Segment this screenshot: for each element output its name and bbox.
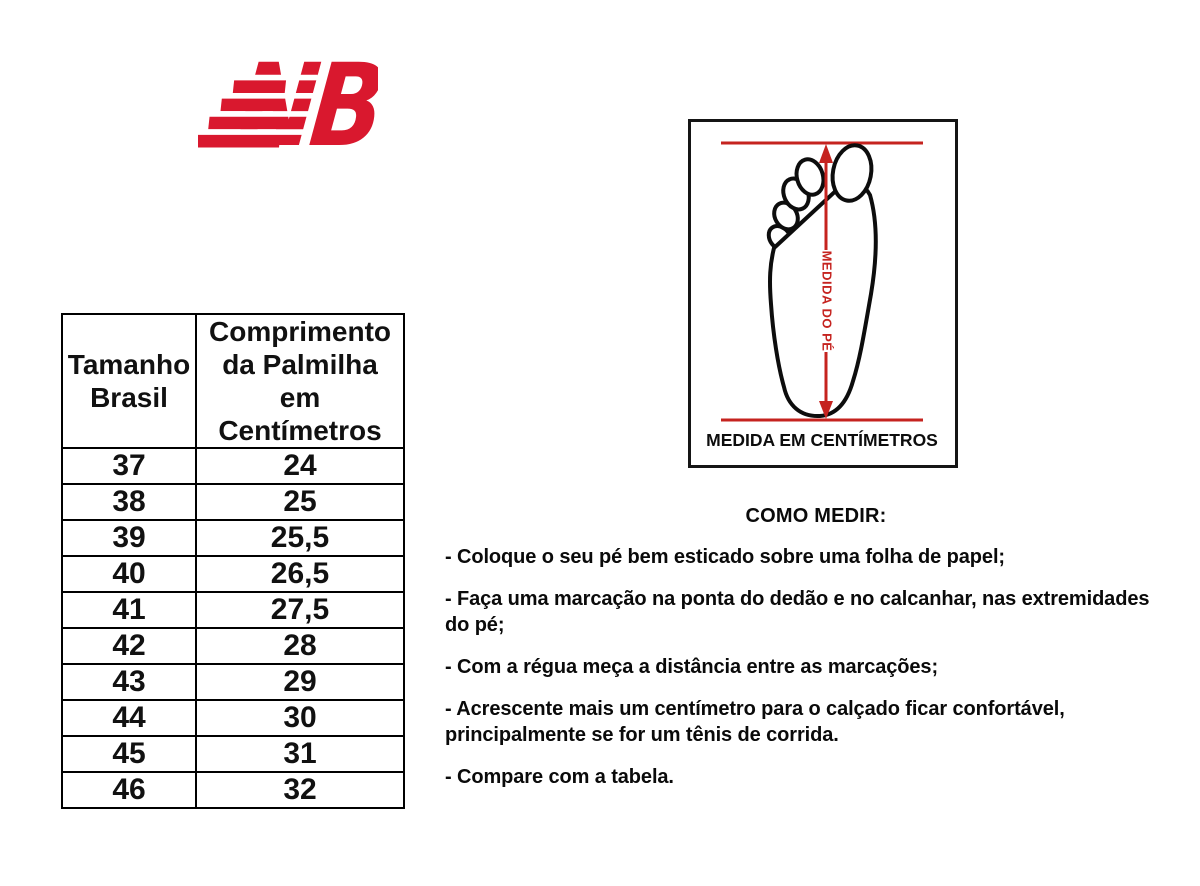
length-cell: 25 xyxy=(195,483,405,521)
length-cell: 30 xyxy=(195,699,405,737)
size-cell: 40 xyxy=(61,555,197,593)
size-cell: 42 xyxy=(61,627,197,665)
nb-slit xyxy=(195,92,316,99)
measure-arrow: MEDIDA DO PÉ xyxy=(819,144,835,419)
table-row: 37 24 xyxy=(61,447,405,485)
size-cell: 38 xyxy=(61,483,197,521)
size-cell: 46 xyxy=(61,771,197,809)
size-cell: 39 xyxy=(61,519,197,557)
instruction-item: - Compare com a tabela. xyxy=(445,766,674,788)
instruction-item: - Acrescente mais um centímetro para o c… xyxy=(445,698,1065,746)
table-row: 45 31 xyxy=(61,735,405,773)
table-row: 43 29 xyxy=(61,663,405,701)
size-cell: 44 xyxy=(61,699,197,737)
nb-slit xyxy=(197,74,318,81)
instructions-section: COMO MEDIR: - Coloque o seu pé bem estic… xyxy=(445,505,1187,790)
length-cell: 25,5 xyxy=(195,519,405,557)
table-row: 44 30 xyxy=(61,699,405,737)
measure-arrow-label: MEDIDA DO PÉ xyxy=(820,251,835,352)
nb-speed-stripe xyxy=(195,134,281,148)
foot-outline xyxy=(768,181,878,419)
arrow-head-down xyxy=(819,401,833,419)
table-row: 39 25,5 xyxy=(61,519,405,557)
length-cell: 29 xyxy=(195,663,405,701)
instruction-item: - Coloque o seu pé bem esticado sobre um… xyxy=(445,546,1005,568)
length-cell: 27,5 xyxy=(195,591,405,629)
length-cell: 32 xyxy=(195,771,405,809)
instruction-item: - Faça uma marcação na ponta do dedão e … xyxy=(445,588,1150,636)
instructions-heading: COMO MEDIR: xyxy=(745,505,887,527)
size-table-header-length: Comprimento da Palmilha em Centímetros xyxy=(195,313,405,449)
size-cell: 41 xyxy=(61,591,197,629)
size-table: Tamanho Brasil Comprimento da Palmilha e… xyxy=(61,313,405,809)
length-cell: 26,5 xyxy=(195,555,405,593)
size-table-header-row: Tamanho Brasil Comprimento da Palmilha e… xyxy=(61,313,405,449)
foot-diagram-icon: MEDIDA DO PÉ MEDIDA EM CENTÍMETROS xyxy=(706,141,938,450)
new-balance-logo: NB xyxy=(192,39,386,172)
length-cell: 28 xyxy=(195,627,405,665)
instruction-item: - Com a régua meça a distância entre as … xyxy=(445,656,939,678)
nb-speed-stripe xyxy=(208,116,283,130)
big-toe xyxy=(830,143,874,203)
table-row: 42 28 xyxy=(61,627,405,665)
size-cell: 43 xyxy=(61,663,197,701)
diagram-caption: MEDIDA EM CENTÍMETROS xyxy=(706,429,938,450)
table-row: 40 26,5 xyxy=(61,555,405,593)
size-table-header-size: Tamanho Brasil xyxy=(61,313,197,449)
size-cell: 37 xyxy=(61,447,197,485)
table-row: 46 32 xyxy=(61,771,405,809)
second-toe xyxy=(794,157,826,197)
nb-slit xyxy=(192,129,313,135)
nb-speed-stripe xyxy=(220,98,285,112)
table-row: 38 25 xyxy=(61,483,405,521)
foot-measure-diagram: MEDIDA DO PÉ MEDIDA EM CENTÍMETROS xyxy=(688,119,958,468)
size-cell: 45 xyxy=(61,735,197,773)
nb-slit xyxy=(193,111,314,117)
nb-logo-icon: NB xyxy=(192,39,386,172)
arrow-head-up xyxy=(819,144,833,163)
table-row: 41 27,5 xyxy=(61,591,405,629)
nb-speed-stripe xyxy=(232,79,287,93)
length-cell: 31 xyxy=(195,735,405,773)
length-cell: 24 xyxy=(195,447,405,485)
